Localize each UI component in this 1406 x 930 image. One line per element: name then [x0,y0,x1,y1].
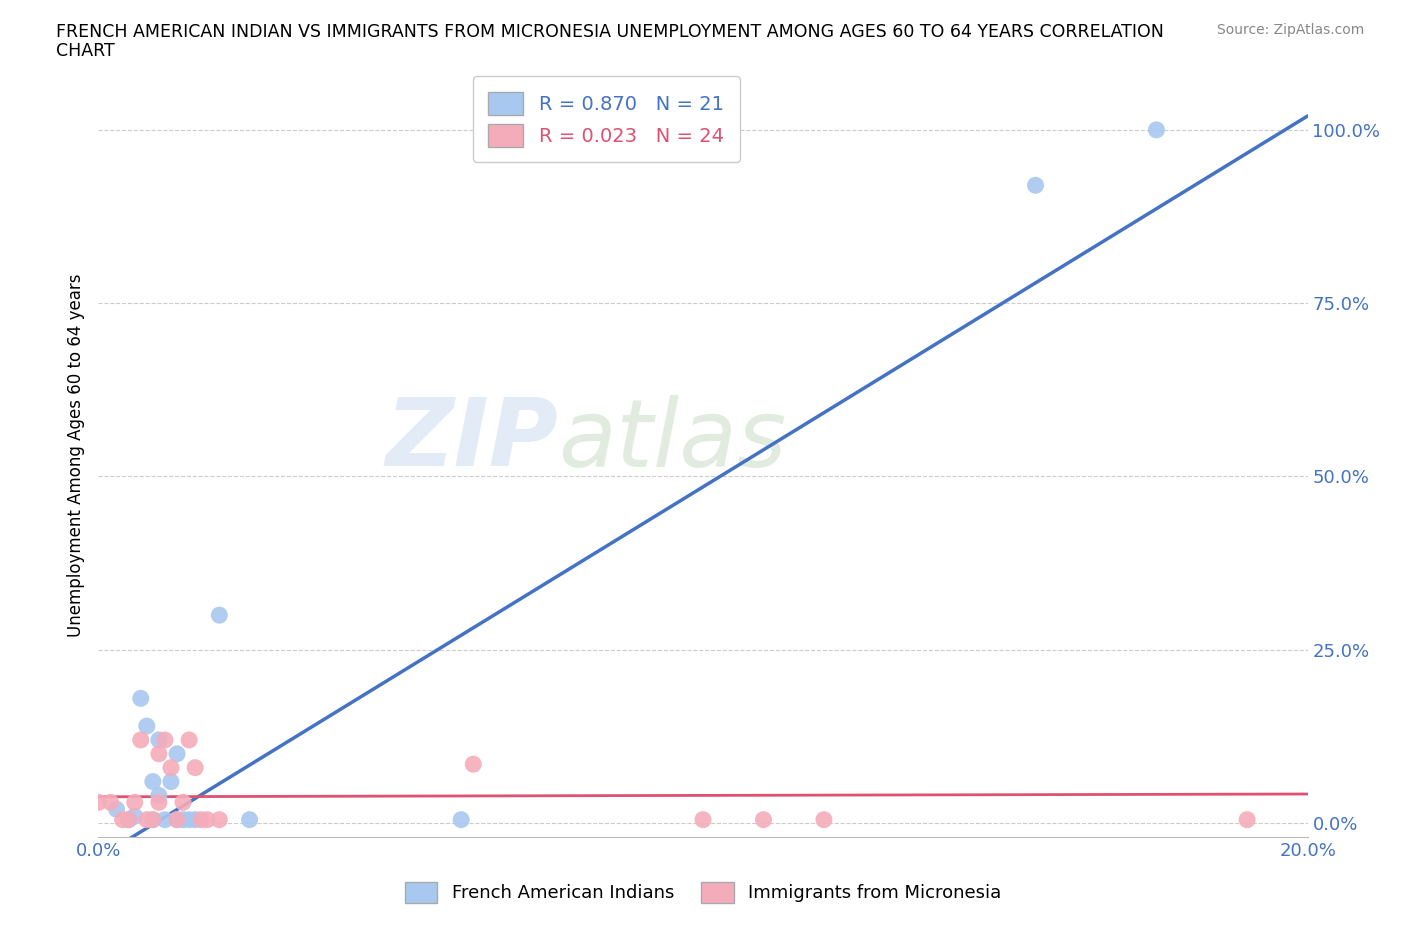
Point [813,812,835,827]
Point [208,607,231,622]
Point [142,774,165,789]
Point [692,812,714,827]
Point [148,788,170,803]
Text: FRENCH AMERICAN INDIAN VS IMMIGRANTS FROM MICRONESIA UNEMPLOYMENT AMONG AGES 60 : FRENCH AMERICAN INDIAN VS IMMIGRANTS FRO… [56,23,1164,41]
Point [195,812,218,827]
Point [450,812,472,827]
Point [166,812,188,827]
Y-axis label: Unemployment Among Ages 60 to 64 years: Unemployment Among Ages 60 to 64 years [66,274,84,637]
Text: ZIP: ZIP [385,394,558,486]
Point [184,760,207,775]
Point [160,760,183,775]
Point [1144,123,1167,138]
Point [190,812,212,827]
Point [124,809,146,824]
Point [142,812,165,827]
Point [1236,812,1258,827]
Legend: French American Indians, Immigrants from Micronesia: French American Indians, Immigrants from… [395,872,1011,911]
Point [179,812,201,827]
Point [118,812,141,827]
Point [129,733,152,748]
Text: atlas: atlas [558,395,786,486]
Point [160,774,183,789]
Point [124,795,146,810]
Point [208,812,231,827]
Point [87,795,110,810]
Point [135,812,157,827]
Point [1024,178,1046,193]
Point [184,812,207,827]
Point [166,812,188,827]
Point [111,812,134,827]
Point [752,812,775,827]
Legend: R = 0.870   N = 21, R = 0.023   N = 24: R = 0.870 N = 21, R = 0.023 N = 24 [472,76,740,162]
Text: Source: ZipAtlas.com: Source: ZipAtlas.com [1216,23,1364,37]
Point [463,757,485,772]
Point [148,733,170,748]
Point [172,795,194,810]
Point [172,812,194,827]
Point [153,812,176,827]
Point [179,733,201,748]
Point [129,691,152,706]
Point [142,812,165,827]
Point [153,733,176,748]
Point [105,802,128,817]
Point [148,747,170,762]
Point [118,812,141,827]
Point [166,747,188,762]
Point [100,795,122,810]
Text: CHART: CHART [56,42,115,60]
Point [148,795,170,810]
Point [239,812,262,827]
Point [135,719,157,734]
